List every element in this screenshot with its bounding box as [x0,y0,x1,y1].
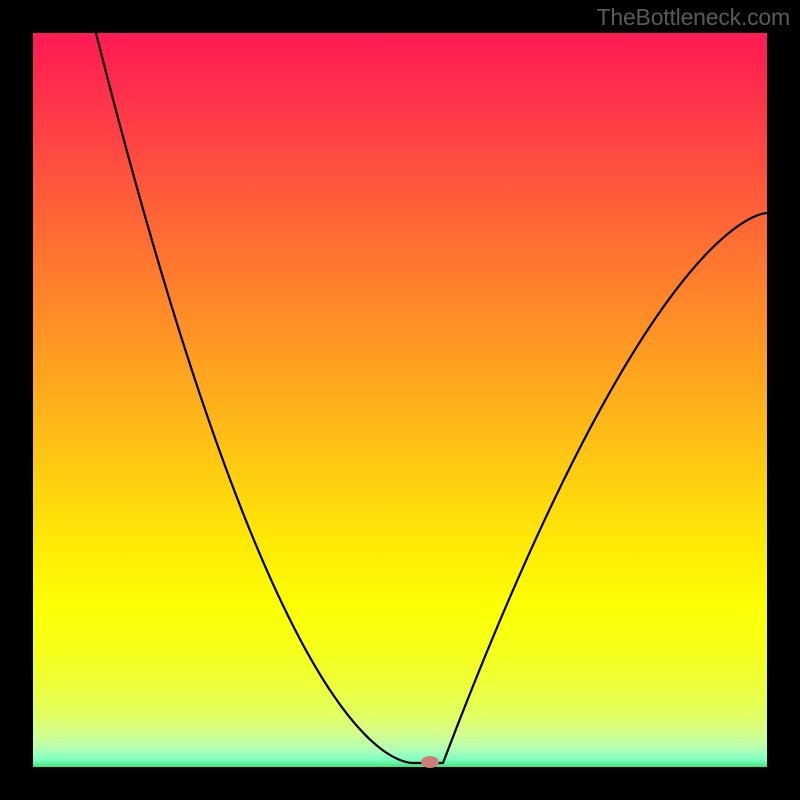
bottleneck-curve [0,0,800,800]
watermark-text: TheBottleneck.com [597,4,790,31]
minimum-marker-dot [421,756,439,768]
chart-container: TheBottleneck.com [0,0,800,800]
